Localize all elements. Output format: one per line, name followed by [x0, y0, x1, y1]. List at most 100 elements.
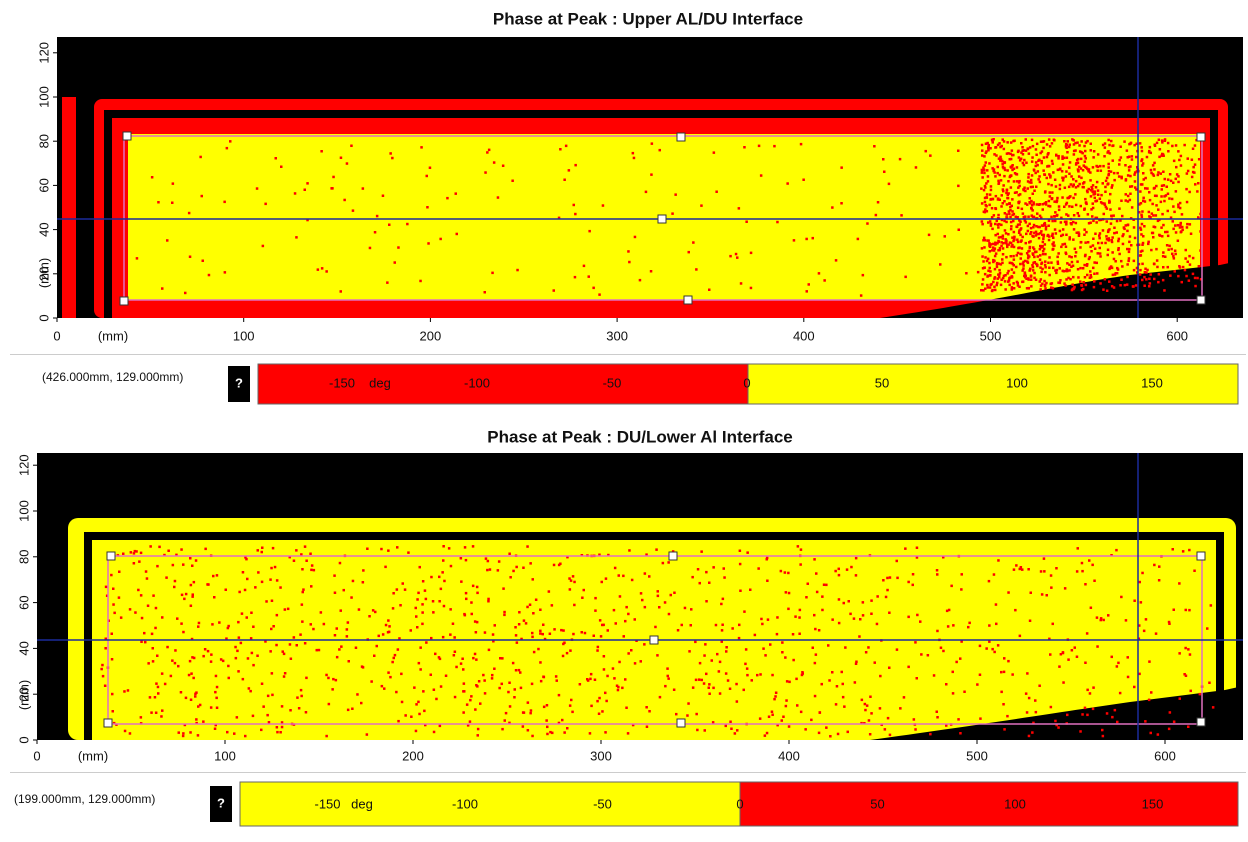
speckle [194, 695, 197, 698]
speckle [1046, 594, 1049, 597]
speckle [244, 735, 247, 738]
speckle [1071, 283, 1074, 286]
speckle [1152, 164, 1155, 167]
speckle [516, 641, 519, 644]
speckle [651, 142, 654, 145]
speckle [1030, 227, 1033, 230]
speckle [1148, 660, 1151, 663]
speckle [1152, 236, 1155, 239]
speckle [1172, 182, 1175, 185]
speckle [448, 547, 451, 550]
speckle [1013, 568, 1016, 571]
speckle [1133, 173, 1136, 176]
speckle [831, 671, 834, 674]
speckle [1135, 156, 1138, 159]
speckle [1106, 151, 1109, 154]
speckle [254, 586, 257, 589]
speckle [1155, 632, 1158, 635]
speckle [161, 672, 164, 675]
speckle [1087, 241, 1090, 244]
speckle [600, 635, 603, 638]
speckle [806, 290, 809, 293]
speckle [1120, 156, 1123, 159]
speckle [1023, 187, 1026, 190]
speckle [1177, 175, 1180, 178]
speckle [1096, 262, 1099, 265]
speckle [572, 575, 575, 578]
speckle [290, 658, 293, 661]
speckle [415, 615, 418, 618]
speckle [1025, 138, 1028, 141]
speckle [1175, 144, 1178, 147]
speckle [350, 596, 353, 599]
speckle [698, 678, 701, 681]
speckle [1086, 263, 1089, 266]
speckle [670, 594, 673, 597]
speckle [614, 567, 617, 570]
speckle [238, 636, 241, 639]
speckle [503, 611, 506, 614]
speckle [1098, 237, 1101, 240]
speckle [1173, 257, 1176, 260]
speckle [812, 237, 815, 240]
speckle [645, 706, 648, 709]
speckle [1168, 245, 1171, 248]
speckle [882, 579, 885, 582]
speckle [1002, 138, 1005, 141]
speckle [990, 189, 993, 192]
speckle [1070, 175, 1073, 178]
speckle [1077, 212, 1080, 215]
speckle [798, 633, 801, 636]
speckle [318, 649, 321, 652]
speckle [837, 733, 840, 736]
speckle [1078, 144, 1081, 147]
speckle [870, 599, 873, 602]
speckle [722, 598, 725, 601]
speckle [1013, 180, 1016, 183]
speckle [1055, 201, 1058, 204]
speckle [438, 656, 441, 659]
speckle [984, 273, 987, 276]
speckle [963, 691, 966, 694]
speckle [1011, 149, 1014, 152]
help-label[interactable]: ? [235, 375, 243, 390]
cursor-readout: (199.000mm, 129.000mm) [14, 792, 155, 806]
speckle [270, 628, 273, 631]
speckle [183, 598, 186, 601]
speckle [990, 185, 993, 188]
speckle [681, 624, 684, 627]
speckle [1156, 259, 1159, 262]
speckle [1053, 215, 1056, 218]
help-label[interactable]: ? [217, 795, 225, 810]
speckle [1153, 168, 1156, 171]
speckle [712, 721, 715, 724]
speckle [959, 657, 962, 660]
speckle [419, 280, 422, 283]
speckle [455, 666, 458, 669]
speckle [1001, 258, 1004, 261]
speckle [215, 697, 218, 700]
speckle [527, 701, 530, 704]
speckle [643, 643, 646, 646]
speckle [1192, 257, 1195, 260]
speckle [1041, 203, 1044, 206]
speckle [294, 192, 297, 195]
speckle [784, 571, 787, 574]
speckle [1073, 153, 1076, 156]
speckle [1189, 223, 1192, 226]
speckle [1059, 188, 1062, 191]
speckle [1047, 183, 1050, 186]
speckle [989, 246, 992, 249]
speckle [1104, 186, 1107, 189]
speckle [645, 191, 648, 194]
speckle [1025, 162, 1028, 165]
speckle [214, 691, 217, 694]
speckle [164, 683, 167, 686]
speckle [1035, 148, 1038, 151]
speckle [1185, 275, 1188, 278]
speckle [1182, 550, 1185, 553]
speckle [957, 185, 960, 188]
speckle [1051, 243, 1054, 246]
speckle [1186, 201, 1189, 204]
speckle [1004, 288, 1007, 291]
